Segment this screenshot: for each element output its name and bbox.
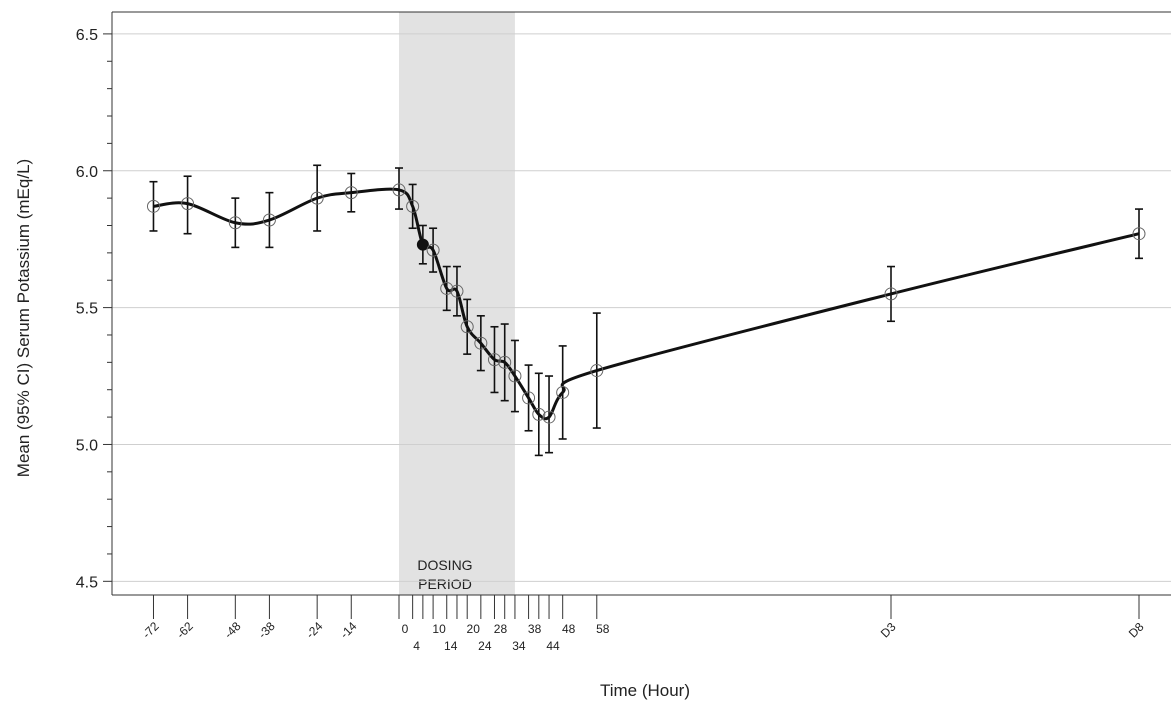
data-point-filled: [416, 238, 429, 251]
data-point: [310, 191, 324, 205]
x-tick-label: -24: [303, 619, 325, 641]
data-point: [181, 197, 195, 211]
x-tick-label: 44: [546, 639, 560, 653]
x-tick-label: 20: [467, 622, 481, 636]
x-tick-label: -72: [140, 619, 162, 641]
x-tick-label: 24: [478, 639, 492, 653]
x-tick-label: 10: [432, 622, 446, 636]
y-tick-label: 5.5: [76, 301, 98, 318]
data-point: [146, 199, 160, 213]
data-point: [406, 199, 420, 213]
dosing-period-label: DOSING: [417, 557, 472, 573]
x-tick-label: -48: [221, 619, 243, 641]
y-tick-label: 4.5: [76, 574, 98, 591]
data-point: [1132, 227, 1146, 241]
x-tick-label: 28: [494, 622, 508, 636]
x-tick-label: D3: [878, 620, 899, 641]
data-point: [556, 385, 570, 399]
y-tick-label: 5.0: [76, 437, 98, 454]
x-tick-label: 48: [562, 622, 576, 636]
dosing-period-label: PERIOD: [418, 576, 472, 592]
mean-line: [153, 187, 1140, 421]
data-point: [392, 183, 406, 197]
data-point: [542, 410, 556, 424]
data-point: [228, 216, 242, 230]
x-tick-label: 4: [413, 639, 420, 653]
data-point: [498, 355, 512, 369]
y-tick-label: 6.5: [76, 27, 98, 44]
x-tick-label: -38: [256, 619, 278, 641]
data-point: [262, 213, 276, 227]
data-point: [522, 391, 536, 405]
data-point: [590, 364, 604, 378]
x-tick-label: -14: [337, 619, 359, 641]
x-tick-label: 0: [402, 622, 409, 636]
x-tick-label: 14: [444, 639, 458, 653]
data-point: [474, 336, 488, 350]
data-point: [344, 186, 358, 200]
data-point: [426, 243, 440, 257]
data-point: [450, 284, 464, 298]
data-point: [440, 281, 454, 295]
x-axis-title: Time (Hour): [600, 681, 690, 700]
x-tick-label: 38: [528, 622, 542, 636]
data-point: [460, 320, 474, 334]
x-tick-label: 58: [596, 622, 610, 636]
data-point: [532, 407, 546, 421]
y-axis-title: Mean (95% CI) Serum Potassium (mEq/L): [14, 159, 33, 477]
data-point: [884, 287, 898, 301]
data-point: [508, 369, 522, 383]
x-tick-label: -62: [174, 619, 196, 641]
data-point: [487, 353, 501, 367]
x-tick-label: D8: [1126, 620, 1147, 641]
x-tick-label: 34: [512, 639, 526, 653]
y-tick-label: 6.0: [76, 164, 98, 181]
